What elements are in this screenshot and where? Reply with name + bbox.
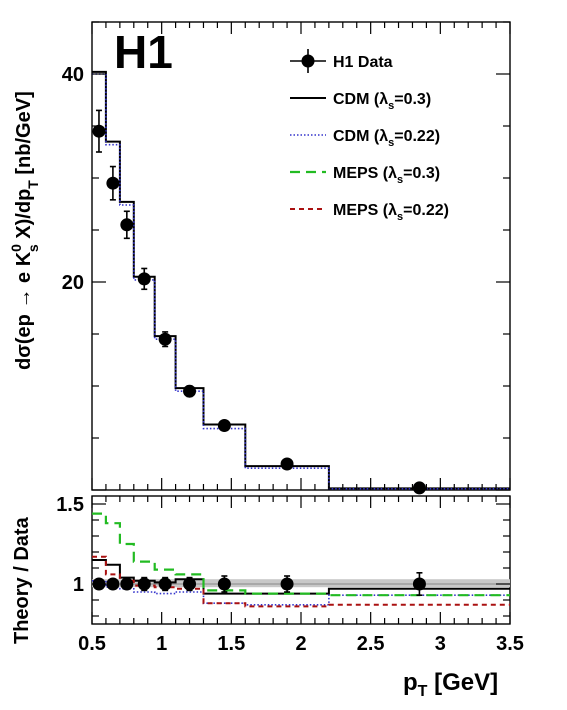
main-data-point-3: [137, 272, 151, 286]
legend-label-cdm_03: CDM (λs=0.3): [333, 91, 431, 112]
legend-label-sub: s: [388, 100, 394, 112]
x-tick-label: 1: [156, 633, 167, 655]
main-data-point-6: [217, 419, 231, 433]
legend-label-sub: s: [388, 137, 394, 149]
xlabel-base: p: [403, 669, 418, 696]
ratio-data-point-2: [120, 577, 134, 591]
main-plot-frame: [91, 21, 511, 491]
legend-label-rest: =0.3): [403, 165, 440, 182]
legend-label-base: CDM (λ: [333, 91, 388, 108]
legend-label-base: MEPS (λ: [333, 202, 397, 219]
ratio-uncertainty-band: [92, 579, 510, 588]
ratio-data-point-6: [217, 577, 231, 591]
main-data-point-0: [92, 124, 106, 138]
ylabel-unit: [nb/GeV]: [13, 91, 35, 180]
main-data-point-2: [120, 218, 134, 232]
legend-label-rest: =0.22): [394, 128, 440, 145]
legend-label-cdm_022: CDM (λs=0.22): [333, 128, 440, 149]
main-panel: [92, 70, 510, 495]
main-y-axis-label: dσ(ep → e K0s X)/dpT [nb/GeV]: [8, 91, 41, 370]
legend-data-marker: [301, 54, 315, 68]
ratio-data-point-8: [412, 577, 426, 591]
legend-label-base: CDM (λ: [333, 128, 388, 145]
xlabel-unit: [GeV]: [427, 669, 498, 696]
legend-label-base: MEPS (λ: [333, 165, 397, 182]
ratio-y-axis-label: Theory / Data: [11, 516, 33, 644]
ratio-y-tick-label: 1: [73, 574, 84, 596]
main-data-point-1: [106, 176, 120, 190]
legend-label-meps_022: MEPS (λs=0.22): [333, 202, 449, 223]
x-tick-label: 3: [435, 633, 446, 655]
ylabel-base: dσ(ep → e K: [13, 251, 35, 370]
ylabel-sub: s: [25, 244, 41, 252]
main-y-tick-label: 20: [62, 272, 84, 294]
ylabel-sup: 0: [8, 244, 24, 252]
axes: 20 40 1 1.5 0.5 1 1.5 2 2.5 3 3.5: [56, 21, 524, 655]
legend-label-meps_03: MEPS (λs=0.3): [333, 165, 440, 186]
main-data-point-5: [183, 384, 197, 398]
experiment-label: H1: [114, 26, 173, 78]
x-axis-label: pT [GeV]: [403, 669, 498, 700]
x-tick-label: 0.5: [78, 633, 106, 655]
main-y-tick-label: 40: [62, 64, 84, 86]
ratio-data-point-1: [106, 577, 120, 591]
ratio-panel: [92, 512, 510, 608]
main-data-point-4: [158, 332, 172, 346]
legend-label-sub: s: [397, 174, 403, 186]
main-series-1: [92, 73, 510, 490]
ylabel-mid: X)/dp: [13, 189, 35, 245]
ratio-data-point-4: [158, 577, 172, 591]
x-tick-label: 2: [295, 633, 306, 655]
ratio-data-point-3: [137, 577, 151, 591]
xlabel-sub: T: [418, 683, 428, 700]
x-tick-label: 1.5: [217, 633, 245, 655]
x-tick-label: 3.5: [496, 633, 524, 655]
main-data-point-8: [412, 481, 426, 495]
legend-label-rest: =0.3): [394, 91, 431, 108]
ylabel-sub2: T: [25, 180, 41, 189]
legend-label-data: H1 Data: [333, 54, 393, 71]
ratio-data-point-7: [280, 577, 294, 591]
ratio-data-point-5: [183, 577, 197, 591]
main-data-point-7: [280, 457, 294, 471]
legend-label-sub: s: [397, 211, 403, 223]
x-tick-label: 2.5: [357, 633, 385, 655]
ratio-y-tick-label: 1.5: [56, 494, 84, 516]
legend-label-rest: =0.22): [403, 202, 449, 219]
ratio-series-2: [92, 512, 510, 597]
